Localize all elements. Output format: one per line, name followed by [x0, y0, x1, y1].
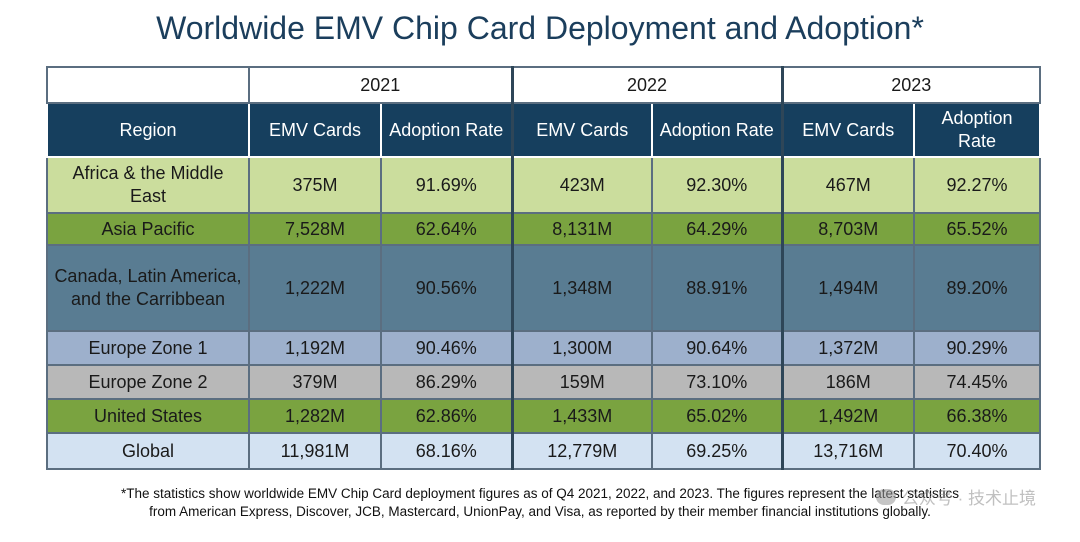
adoption-rate-2022-cell: 73.10%: [651, 364, 784, 400]
region-cell: Africa & the Middle East: [46, 156, 250, 214]
region-cell: Global: [46, 432, 250, 470]
adoption-rate-2021-cell: 90.56%: [379, 244, 514, 332]
emv-cards-2021-cell: 375M: [248, 156, 382, 214]
table-row: Asia Pacific 7,528M 62.64% 8,131M 64.29% 8,70…: [46, 212, 1042, 246]
watermark: 公众号 · 技术止境: [875, 484, 1036, 509]
adoption-rate-2023-cell: 89.20%: [913, 244, 1042, 332]
emv-cards-2022-cell: 1,348M: [510, 244, 654, 332]
adoption-rate-2023-cell: 70.40%: [913, 432, 1042, 470]
adoption-rate-2023-cell: 90.29%: [913, 330, 1042, 366]
table-body: Africa & the Middle East 375M 91.69% 423M 92…: [46, 156, 1042, 470]
emv-cards-2022-cell: 12,779M: [510, 432, 654, 470]
column-header-adoption-rate-2023: Adoption Rate: [913, 102, 1042, 158]
column-header-emv-cards-2022: EMV Cards: [510, 102, 654, 158]
table-row: Canada, Latin America, and the Carribbea…: [46, 244, 1042, 332]
adoption-rate-2022-cell: 64.29%: [651, 212, 784, 246]
adoption-rate-2021-cell: 86.29%: [379, 364, 514, 400]
emv-cards-2021-cell: 1,192M: [248, 330, 382, 366]
emv-cards-2022-cell: 159M: [510, 364, 654, 400]
emv-cards-2021-cell: 11,981M: [248, 432, 382, 470]
emv-cards-2021-cell: 379M: [248, 364, 382, 400]
adoption-rate-2023-cell: 92.27%: [913, 156, 1042, 214]
region-cell: United States: [46, 398, 250, 434]
emv-cards-2023-cell: 1,492M: [780, 398, 916, 434]
emv-cards-2022-cell: 1,300M: [510, 330, 654, 366]
footnote: *The statistics show worldwide EMV Chip …: [0, 485, 1080, 521]
emv-cards-2021-cell: 7,528M: [248, 212, 382, 246]
column-header-region: Region: [46, 102, 250, 158]
wechat-icon: [875, 488, 896, 505]
table-row: Global 11,981M 68.16% 12,779M 69.25% 13,716M 7…: [46, 432, 1042, 470]
adoption-rate-2022-cell: 69.25%: [651, 432, 784, 470]
adoption-rate-2022-cell: 65.02%: [651, 398, 784, 434]
column-header-adoption-rate-2022: Adoption Rate: [651, 102, 784, 158]
watermark-text: 公众号 · 技术止境: [901, 489, 1036, 508]
emv-cards-2023-cell: 8,703M: [780, 212, 916, 246]
footnote-line-2: from American Express, Discover, JCB, Ma…: [149, 504, 931, 519]
adoption-rate-2023-cell: 74.45%: [913, 364, 1042, 400]
column-header-row: Region EMV Cards Adoption Rate EMV Cards…: [46, 102, 1042, 158]
table-row: Europe Zone 1 1,192M 90.46% 1,300M 90.64% 1,3…: [46, 330, 1042, 366]
region-cell: Europe Zone 1: [46, 330, 250, 366]
emv-cards-2023-cell: 186M: [780, 364, 916, 400]
emv-cards-2023-cell: 1,494M: [780, 244, 916, 332]
adoption-rate-2021-cell: 90.46%: [379, 330, 514, 366]
adoption-rate-2021-cell: 91.69%: [379, 156, 514, 214]
emv-cards-2022-cell: 423M: [510, 156, 654, 214]
region-cell: Canada, Latin America, and the Carribbea…: [46, 244, 250, 332]
table-row: Europe Zone 2 379M 86.29% 159M 73.10% 186M 74.…: [46, 364, 1042, 400]
emv-cards-2023-cell: 13,716M: [780, 432, 916, 470]
emv-cards-2023-cell: 467M: [780, 156, 916, 214]
table-row: Africa & the Middle East 375M 91.69% 423M 92…: [46, 156, 1042, 214]
adoption-rate-2021-cell: 62.64%: [379, 212, 514, 246]
year-header-row: 2021 2022 2023: [46, 66, 1042, 104]
footnote-line-1: *The statistics show worldwide EMV Chip …: [121, 486, 959, 501]
emv-cards-2021-cell: 1,222M: [248, 244, 382, 332]
year-header-empty: [46, 66, 250, 104]
adoption-rate-2021-cell: 68.16%: [379, 432, 514, 470]
emv-cards-2023-cell: 1,372M: [780, 330, 916, 366]
adoption-rate-2023-cell: 65.52%: [913, 212, 1042, 246]
column-header-emv-cards-2023: EMV Cards: [780, 102, 916, 158]
year-header-2023: 2023: [780, 66, 1042, 104]
adoption-rate-2022-cell: 90.64%: [651, 330, 784, 366]
year-header-2021: 2021: [247, 66, 514, 104]
region-cell: Asia Pacific: [46, 212, 250, 246]
table-row: United States 1,282M 62.86% 1,433M 65.02% 1,4…: [46, 398, 1042, 434]
emv-cards-2022-cell: 1,433M: [510, 398, 654, 434]
adoption-rate-2021-cell: 62.86%: [379, 398, 514, 434]
column-header-emv-cards-2021: EMV Cards: [248, 102, 382, 158]
year-header-2022: 2022: [510, 66, 784, 104]
adoption-rate-2022-cell: 88.91%: [651, 244, 784, 332]
adoption-rate-2023-cell: 66.38%: [913, 398, 1042, 434]
page-title: Worldwide EMV Chip Card Deployment and A…: [156, 10, 924, 46]
emv-cards-2022-cell: 8,131M: [510, 212, 654, 246]
region-cell: Europe Zone 2: [46, 364, 250, 400]
emv-table: 2021 2022 2023 Region EMV Cards Adoption…: [46, 66, 1042, 470]
adoption-rate-2022-cell: 92.30%: [651, 156, 784, 214]
column-header-adoption-rate-2021: Adoption Rate: [379, 102, 514, 158]
emv-cards-2021-cell: 1,282M: [248, 398, 382, 434]
